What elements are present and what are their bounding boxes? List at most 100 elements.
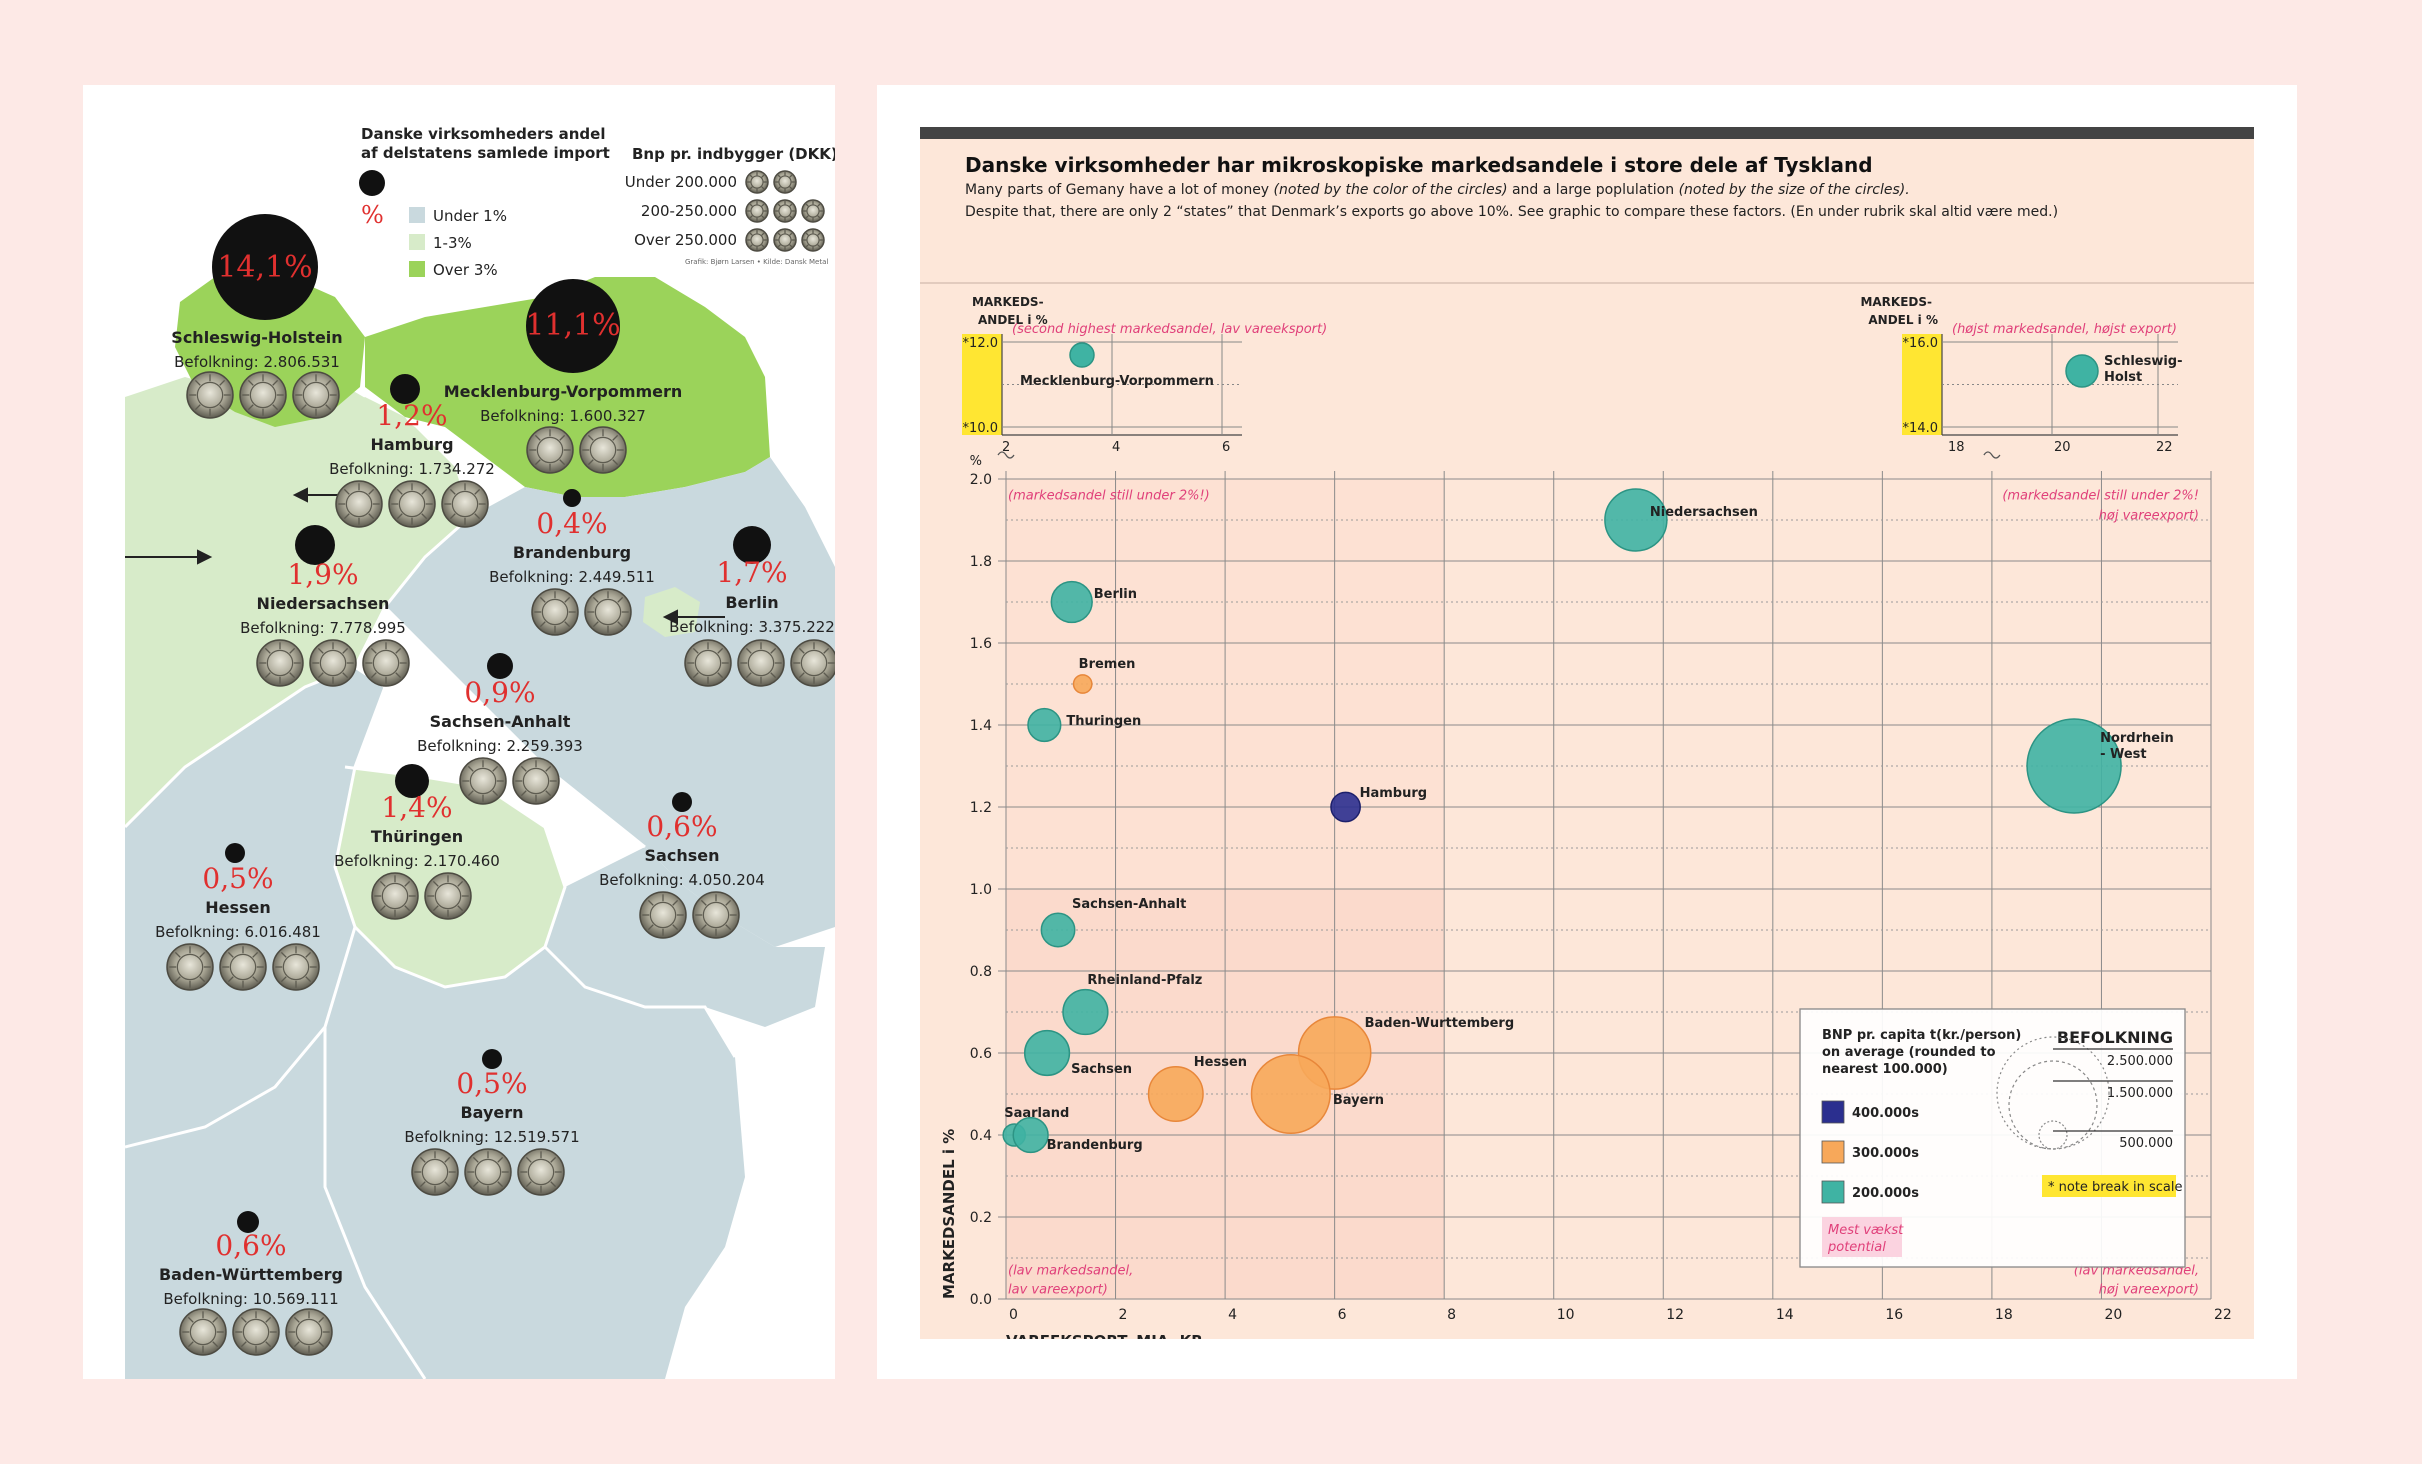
region-brandenburg — [385, 457, 835, 947]
state-population: Befolkning: 2.449.511 — [489, 568, 655, 586]
state-population: Befolkning: 6.016.481 — [155, 923, 321, 941]
x-tick-label: 8 — [1447, 1307, 1456, 1323]
legend-share-title-2: af delstatens samlede import — [361, 144, 610, 162]
y-tick-label: 0.4 — [970, 1128, 992, 1144]
map-state-schleswig-holstein: 14,1% Schleswig-Holstein Befolkning: 2.806… — [171, 214, 343, 419]
coin-icon — [335, 480, 383, 528]
legend-bnp-title: nearest 100.000) — [1822, 1062, 1948, 1077]
coin-icon — [285, 1308, 333, 1356]
region-berlin — [643, 587, 700, 637]
legend-share-label: 1-3% — [433, 234, 472, 252]
state-name: Bayern — [460, 1103, 523, 1122]
region-sachsen — [545, 847, 825, 1027]
legend-potential-swatch — [1822, 1217, 1902, 1257]
share-dot — [390, 374, 420, 404]
state-name: Hamburg — [370, 435, 453, 454]
bubble-hessen — [1147, 1066, 1204, 1122]
coin-icon — [684, 639, 732, 687]
coin-icon — [737, 639, 785, 687]
inset-highlight — [1902, 334, 1942, 435]
map-state-sachsen: 0,6% Sachsen Befolkning: 4.050.204 — [599, 792, 765, 939]
legend-bnp-label: 300.000s — [1852, 1146, 1919, 1161]
y-tick-label: 0.2 — [970, 1210, 992, 1226]
state-pct: 0,4% — [536, 507, 607, 540]
legend-bnp-swatch — [1821, 1100, 1845, 1124]
state-population: Befolkning: 10.569.111 — [163, 1290, 338, 1308]
legend-bnp-swatch — [1821, 1180, 1845, 1204]
inset-note: (second highest markedsandel, lav vareek… — [1012, 322, 1327, 337]
inset-bubble — [2065, 354, 2099, 388]
state-population: Befolkning: 1.734.272 — [329, 460, 495, 478]
map-state-bayern: 0,5% Bayern Befolkning: 12.519.571 — [404, 1049, 580, 1196]
state-population: Befolkning: 12.519.571 — [404, 1128, 579, 1146]
map-arrow-berlin — [662, 609, 725, 625]
state-name: Berlin — [725, 593, 778, 612]
x-tick-label: 22 — [2214, 1307, 2232, 1323]
legend-bnp-label: Over 250.000 — [634, 231, 737, 249]
map-state-sachsen-anhalt: 0,9% Sachsen-Anhalt Befolkning: 2.259.393 — [417, 653, 583, 805]
coin-icon — [256, 639, 304, 687]
point-label: - West — [2100, 747, 2147, 762]
coin-icon — [179, 1308, 227, 1356]
coin-icon — [773, 199, 797, 223]
x-tick-label: 0 — [1009, 1307, 1018, 1323]
point-label: Niedersachsen — [1650, 505, 1758, 520]
coin-icon — [464, 1148, 512, 1196]
coin-icon — [362, 639, 410, 687]
coin-icon — [166, 943, 214, 991]
annotation-top-right-1: (markedsandel still under 2%! — [2002, 489, 2199, 504]
map-state-baden-w-rttemberg: 0,6% Baden-Württemberg Befolkning: 10.569.… — [159, 1211, 343, 1356]
bubble-bremen — [1072, 674, 1093, 694]
point-label: Rheinland-Pfalz — [1087, 973, 1202, 988]
coin-icon — [411, 1148, 459, 1196]
inset-xtick: 2 — [1002, 440, 1010, 455]
coin-icon — [186, 371, 234, 419]
coin-icon — [388, 480, 436, 528]
y-unit: % — [970, 454, 982, 469]
map-state-brandenburg: 0,4% Brandenburg Befolkning: 2.449.511 — [489, 489, 655, 636]
legend-note-highlight — [2042, 1175, 2176, 1197]
state-name: Sachsen-Anhalt — [430, 712, 571, 731]
point-label: Nordrhein — [2100, 731, 2174, 746]
inset-ytick: *10.0 — [963, 421, 998, 436]
state-population: Befolkning: 4.050.204 — [599, 871, 765, 889]
x-tick-label: 12 — [1666, 1307, 1684, 1323]
legend-share-dot — [359, 170, 385, 196]
bubble-hamburg — [1330, 791, 1361, 823]
state-name: Niedersachsen — [257, 594, 390, 613]
region-hamburg — [325, 397, 425, 467]
y-tick-label: 1.4 — [970, 718, 992, 734]
annotation-top-right-2: høj vareexport) — [2099, 509, 2199, 524]
coin-icon — [512, 757, 560, 805]
bubble-chart: Danske virksomheder har mikroskopiske ma… — [920, 127, 2254, 1339]
chart-title: Danske virksomheder har mikroskopiske ma… — [965, 153, 1873, 177]
x-tick-label: 18 — [1995, 1307, 2013, 1323]
y-tick-label: 1.2 — [970, 800, 992, 816]
bubble-bayern — [1250, 1053, 1331, 1135]
grid — [998, 471, 2212, 1300]
region-niedersachsen — [125, 372, 470, 827]
coin-icon — [239, 371, 287, 419]
legend-potential: potential — [1827, 1240, 1886, 1255]
germany-map: Danske virksomheders andel af delstatens… — [125, 127, 835, 1379]
coin-icon — [745, 228, 769, 252]
x-axis-label: VAREEKSPORT, MIA. KR. — [1006, 1332, 1209, 1339]
state-name: Mecklenburg-Vorpommern — [444, 382, 683, 401]
share-dot — [487, 653, 513, 679]
point-label: Sachsen-Anhalt — [1072, 897, 1186, 912]
legend-swatch — [409, 261, 425, 277]
state-pct: 0,9% — [464, 676, 535, 709]
inset-ylabel: ANDEL i % — [1868, 313, 1938, 327]
state-pct: 0,6% — [646, 810, 717, 843]
state-name: Thüringen — [371, 827, 463, 846]
state-pct: 0,6% — [215, 1229, 286, 1262]
coin-icon — [526, 426, 574, 474]
map-state-hamburg: 1,2% Hamburg Befolkning: 1.734.272 — [329, 374, 495, 528]
bubble-rheinland-pfalz — [1062, 988, 1109, 1036]
point-label: Sachsen — [1071, 1062, 1132, 1077]
bubble-berlin — [1050, 580, 1093, 624]
y-tick-label: 1.8 — [970, 554, 992, 570]
legend-size-circle — [2008, 1060, 2098, 1150]
share-dot — [212, 214, 318, 320]
inset-point-label: Mecklenburg-Vorpommern — [1020, 374, 1214, 389]
